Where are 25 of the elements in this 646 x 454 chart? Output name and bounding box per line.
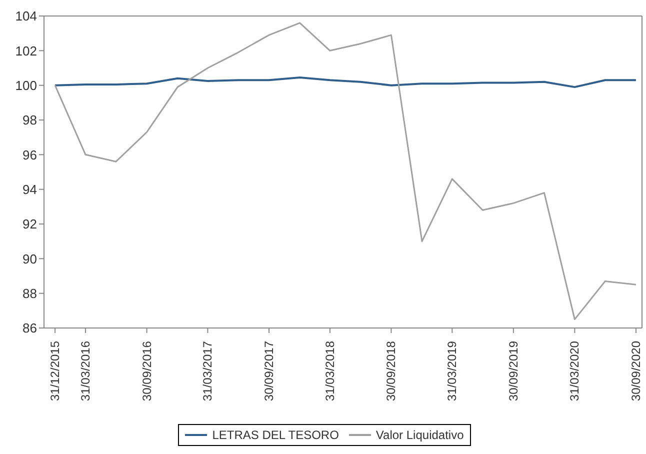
line-series [54,22,637,320]
x-tick-label: 30/09/2018 [384,340,398,402]
x-tick-label: 30/09/2019 [506,340,520,402]
x-tick-label: 31/03/2016 [78,340,93,402]
line-series [54,76,637,88]
y-tick-label: 100 [15,78,37,93]
y-tick-label: 94 [22,182,37,197]
y-tick-label: 102 [15,43,37,58]
legend-label: Valor Liquidativo [374,428,464,442]
y-tick-label: 92 [22,216,37,232]
y-tick-label: 86 [22,320,37,336]
y-tick-label: 90 [22,251,37,266]
y-tick-label: 96 [22,147,37,162]
y-tick-label: 88 [22,286,37,301]
x-tick-label: 31/03/2019 [445,340,460,402]
x-tick-label: 30/09/2020 [628,340,643,402]
x-tick-label: 30/09/2016 [140,340,154,402]
x-tick-label: 31/12/2015 [48,340,62,402]
y-tick-label: 104 [15,8,37,24]
y-tick-label: 98 [22,112,37,128]
x-tick-label: 30/09/2017 [262,340,276,402]
legend-label: LETRAS DEL TESORO [211,428,339,442]
x-tick-label: 31/03/2018 [322,340,337,402]
x-tick-label: 31/03/2017 [200,340,215,402]
x-tick-label: 31/03/2020 [568,340,582,402]
